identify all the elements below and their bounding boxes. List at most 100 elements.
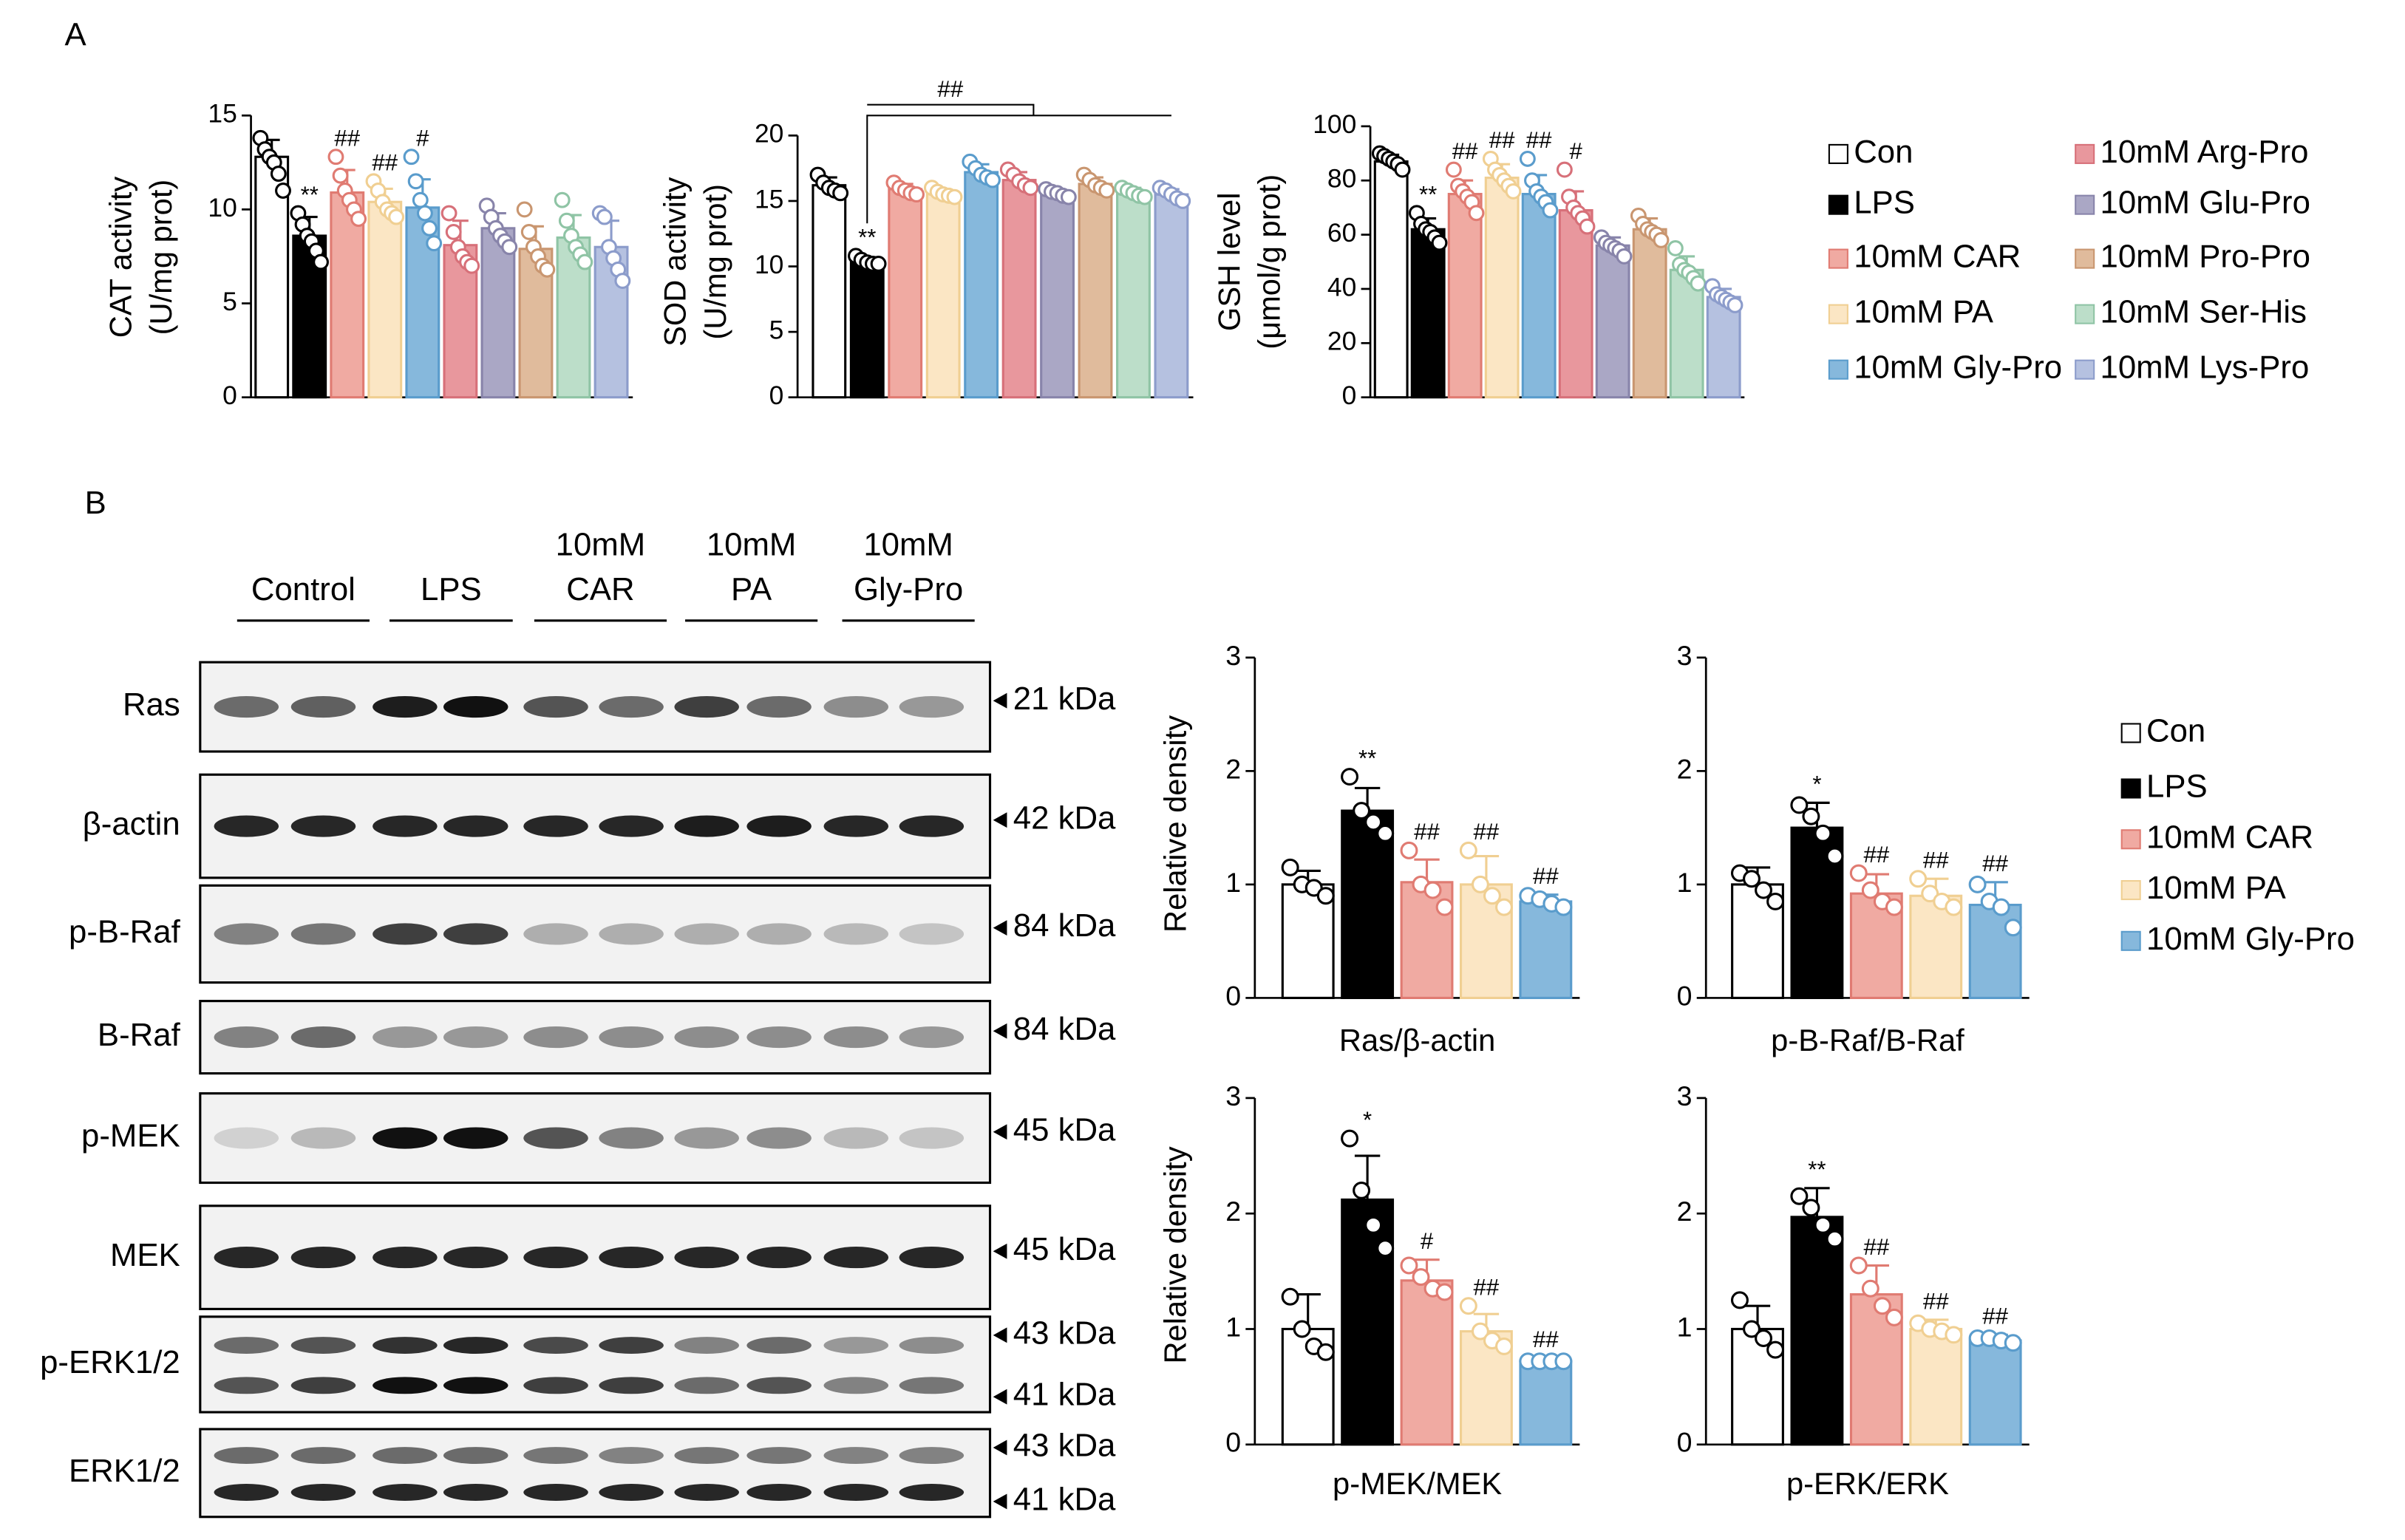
significance-label: ## [1489,127,1515,153]
significance-label: ** [301,182,319,208]
legend-label: 10mM Glu-Pro [2100,185,2310,221]
blot-row-label: B-Raf [98,1017,181,1053]
blot-band [746,923,812,945]
kda-arrow [993,1493,1007,1510]
data-point [1945,1326,1963,1344]
data-point [388,208,405,225]
legend-label: 10mM CAR [2146,819,2313,855]
blot-band [373,1127,438,1149]
data-point [501,239,518,256]
blot-band [746,695,812,718]
bar [1519,900,1573,999]
data-point [1802,807,1820,825]
data-point [1667,239,1684,256]
bar [1410,228,1446,399]
data-point [1690,275,1707,292]
data-point [275,183,291,199]
bar [1484,177,1520,399]
data-point [1376,824,1395,842]
significance-label: * [1363,1107,1372,1133]
data-point [1849,864,1868,882]
legend-swatch [1828,194,1848,215]
lane-group-label: 10mM [707,526,797,562]
data-point [1459,1297,1477,1315]
data-point [1921,885,1939,903]
y-axis-label: (U/mg prot) [698,184,732,340]
data-point [445,223,462,240]
data-point [539,261,556,278]
blot-band [823,1484,889,1501]
blot-band [214,1127,279,1149]
lane-group-label: Control [251,571,356,607]
blot-band [746,1246,812,1269]
data-point [1435,898,1454,916]
data-point [327,149,344,166]
x-axis-label: p-MEK/MEK [1333,1466,1502,1501]
blot-band [599,1447,664,1465]
y-tick-label: 10 [755,250,783,279]
significance-label: ## [1474,819,1500,845]
blot-strip [199,1092,992,1185]
bar [1373,160,1409,399]
data-point [1098,182,1115,199]
blot-band [443,1337,508,1355]
blot-band [899,1127,965,1149]
data-point [463,257,480,274]
legend-swatch [2120,829,2141,850]
blot-band [599,1377,664,1394]
blot-band [823,815,889,837]
blot-band [373,1337,438,1355]
blot-band [214,1447,279,1465]
data-point [412,191,429,208]
blot-band [443,1484,508,1501]
y-tick-label: 5 [769,315,784,344]
blot-band [523,695,588,718]
data-point [1364,813,1383,831]
kda-arrow [993,1023,1007,1039]
blot-band [290,1337,356,1355]
data-point [1885,1308,1903,1326]
data-point [1861,1279,1880,1298]
bar [849,259,885,399]
bracket [867,103,1035,116]
y-tick-label: 1 [1225,1311,1241,1342]
blot-band [373,923,438,945]
data-point [1060,188,1077,205]
significance-label: ## [1863,1234,1889,1260]
x-axis-label: p-B-Raf/B-Raf [1771,1023,1965,1057]
data-point [1790,1187,1809,1205]
y-tick-label: 0 [769,381,784,410]
data-point [1814,824,1832,842]
y-tick-label: 0 [222,381,237,410]
significance-label: ## [1982,851,2008,876]
y-tick-label: 20 [755,119,783,149]
data-point [1281,1287,1299,1306]
kda-label: 43 kDa [1013,1315,1116,1351]
blot-band [599,1337,664,1355]
blot-band [823,1246,889,1269]
data-point [1861,881,1880,899]
significance-label: ** [1419,182,1437,208]
data-point [440,205,457,222]
bar [1447,193,1483,399]
data-point [407,173,424,190]
blot-band [443,923,508,945]
data-point [1400,841,1418,859]
data-point [870,256,887,272]
y-tick-label: 1 [1677,867,1693,898]
significance-label: ## [1533,863,1559,889]
blot-band [373,695,438,718]
y-axis-label: SOD activity [658,177,693,347]
data-point [1519,150,1536,167]
bar [1632,228,1667,399]
data-point [416,205,433,222]
bar [1909,1327,1963,1446]
data-point [1022,180,1039,197]
data-point [832,185,849,202]
y-tick-label: 0 [1677,980,1693,1011]
data-point [1826,847,1844,865]
blot-band [823,923,889,945]
data-point [1483,887,1501,905]
significance-label: ## [334,126,360,151]
